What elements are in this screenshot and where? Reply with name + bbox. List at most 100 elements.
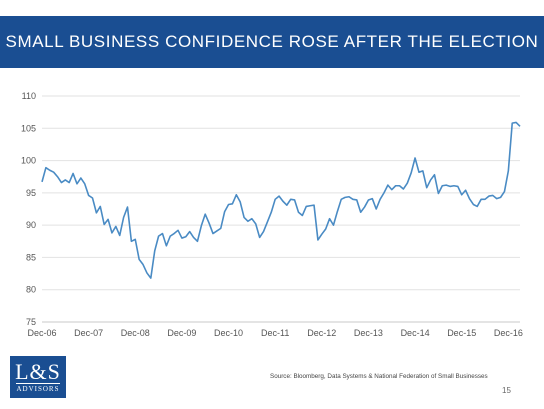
- data-point: [107, 218, 109, 220]
- x-tick-label: Dec-09: [167, 328, 196, 338]
- data-point: [188, 230, 190, 232]
- data-point: [387, 184, 389, 186]
- data-point: [321, 233, 323, 235]
- data-point: [115, 225, 117, 227]
- y-tick-label: 100: [21, 156, 36, 166]
- data-point: [204, 213, 206, 215]
- data-point: [515, 121, 517, 123]
- data-point: [375, 208, 377, 210]
- data-point: [484, 198, 486, 200]
- data-point: [111, 232, 113, 234]
- data-point: [433, 174, 435, 176]
- data-point: [231, 203, 233, 205]
- x-tick-label: Dec-08: [121, 328, 150, 338]
- data-point: [239, 201, 241, 203]
- data-point: [309, 205, 311, 207]
- data-point: [243, 216, 245, 218]
- data-point: [87, 194, 89, 196]
- data-point: [344, 196, 346, 198]
- logo-sub-text: ADVISORS: [16, 383, 60, 393]
- data-point: [266, 221, 268, 223]
- data-point: [165, 245, 167, 247]
- data-point: [418, 171, 420, 173]
- slide-title: SMALL BUSINESS CONFIDENCE ROSE AFTER THE…: [5, 32, 539, 51]
- data-point: [313, 204, 315, 206]
- data-point: [153, 250, 155, 252]
- data-point: [519, 125, 521, 127]
- data-point: [414, 157, 416, 159]
- data-point: [181, 237, 183, 239]
- data-point: [429, 179, 431, 181]
- line-layer: [41, 121, 521, 279]
- data-point: [503, 190, 505, 192]
- data-point: [457, 185, 459, 187]
- data-point: [270, 211, 272, 213]
- data-point: [398, 185, 400, 187]
- data-point: [371, 197, 373, 199]
- data-point: [216, 230, 218, 232]
- axis-layer: 75 80 85 90 95 100 105 110 Dec-06 Dec-07 Dec-08 Dec…: [21, 91, 523, 338]
- data-point: [212, 232, 214, 234]
- data-point: [64, 179, 66, 181]
- data-point: [200, 225, 202, 227]
- x-tick-label: Dec-15: [447, 328, 476, 338]
- data-point: [122, 216, 124, 218]
- data-point: [317, 239, 319, 241]
- data-point: [293, 199, 295, 201]
- data-point: [56, 176, 58, 178]
- data-point: [367, 199, 369, 201]
- data-point: [84, 183, 86, 185]
- x-tick-label: Dec-16: [494, 328, 523, 338]
- data-point: [255, 223, 257, 225]
- x-tick-label: Dec-13: [354, 328, 383, 338]
- x-tick-label: Dec-14: [401, 328, 430, 338]
- data-point: [146, 272, 148, 274]
- title-bar: SMALL BUSINESS CONFIDENCE ROSE AFTER THE…: [0, 16, 544, 68]
- data-point: [445, 184, 447, 186]
- data-point: [278, 195, 280, 197]
- x-tick-label: Dec-11: [261, 328, 289, 338]
- data-point: [220, 227, 222, 229]
- data-point: [235, 194, 237, 196]
- data-point: [173, 232, 175, 234]
- data-point: [301, 214, 303, 216]
- data-point: [356, 199, 358, 201]
- y-tick-label: 85: [26, 252, 36, 262]
- y-tick-label: 75: [26, 317, 36, 327]
- y-tick-label: 105: [21, 123, 36, 133]
- grid-layer: [42, 95, 520, 323]
- data-point: [177, 229, 179, 231]
- data-point: [297, 211, 299, 213]
- data-point: [52, 171, 54, 173]
- data-point: [379, 198, 381, 200]
- data-point: [76, 183, 78, 185]
- data-point: [185, 236, 187, 238]
- data-point: [41, 181, 43, 183]
- data-point: [359, 211, 361, 213]
- data-point: [251, 217, 253, 219]
- data-point: [422, 170, 424, 172]
- data-point: [247, 220, 249, 222]
- data-point: [60, 181, 62, 183]
- y-tick-label: 90: [26, 220, 36, 230]
- data-point: [282, 200, 284, 202]
- data-point: [103, 223, 105, 225]
- data-point: [161, 232, 163, 234]
- data-point: [68, 181, 70, 183]
- data-point: [328, 217, 330, 219]
- data-point: [258, 236, 260, 238]
- data-point: [464, 189, 466, 191]
- data-point: [130, 240, 132, 242]
- data-point: [453, 185, 455, 187]
- data-point: [495, 197, 497, 199]
- data-point: [196, 240, 198, 242]
- data-point: [142, 263, 144, 265]
- data-point: [305, 205, 307, 207]
- data-point: [426, 186, 428, 188]
- data-point: [95, 212, 97, 214]
- data-point: [192, 236, 194, 238]
- y-tick-label: 95: [26, 188, 36, 198]
- data-point: [391, 188, 393, 190]
- data-point: [138, 258, 140, 260]
